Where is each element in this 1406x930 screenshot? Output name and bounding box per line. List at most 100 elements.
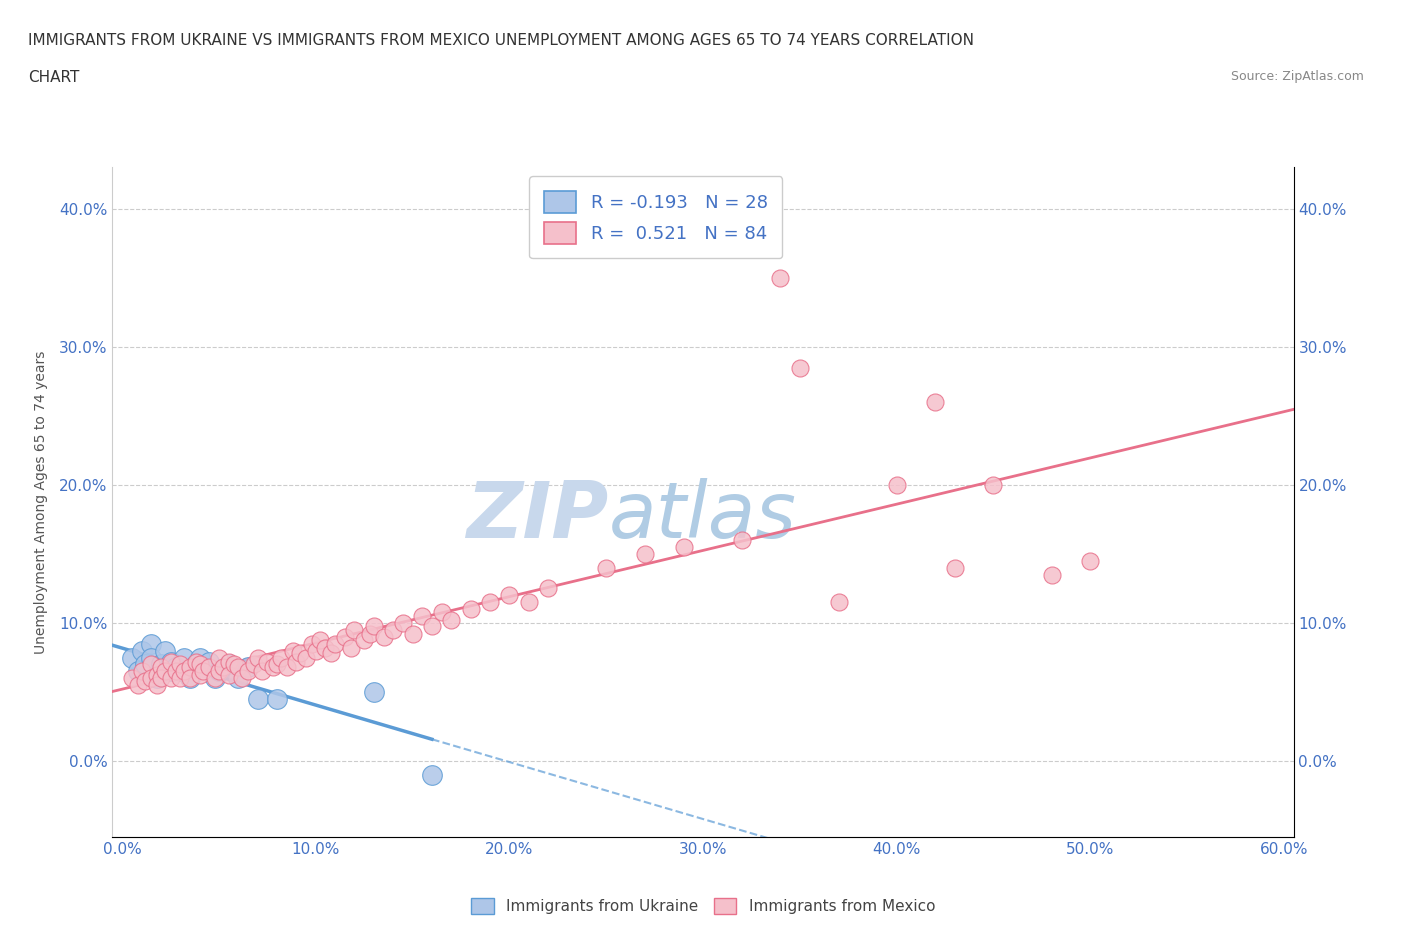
Point	[943, 561, 966, 576]
Text: ZIP: ZIP	[467, 478, 609, 553]
Point	[173, 650, 195, 665]
Point	[179, 671, 201, 685]
Point	[224, 657, 246, 671]
Point	[301, 636, 323, 651]
Point	[295, 650, 318, 665]
Point	[924, 394, 946, 409]
Point	[276, 659, 298, 674]
Point	[188, 650, 211, 665]
Point	[169, 664, 191, 679]
Point	[134, 657, 156, 671]
Point	[595, 561, 617, 576]
Point	[537, 581, 560, 596]
Point	[420, 767, 443, 782]
Point	[146, 678, 169, 693]
Point	[231, 671, 253, 685]
Text: Source: ZipAtlas.com: Source: ZipAtlas.com	[1230, 70, 1364, 83]
Point	[363, 618, 385, 633]
Point	[173, 664, 195, 679]
Point	[218, 654, 240, 669]
Point	[159, 664, 181, 679]
Point	[305, 644, 328, 658]
Point	[314, 641, 336, 656]
Legend: Immigrants from Ukraine, Immigrants from Mexico: Immigrants from Ukraine, Immigrants from…	[465, 892, 941, 921]
Point	[134, 673, 156, 688]
Point	[198, 659, 221, 674]
Point	[149, 671, 172, 685]
Point	[141, 650, 163, 665]
Point	[218, 657, 240, 671]
Point	[208, 664, 231, 679]
Point	[184, 657, 207, 671]
Point	[731, 533, 754, 548]
Point	[243, 657, 266, 671]
Point	[188, 668, 211, 683]
Point	[179, 671, 201, 685]
Point	[204, 671, 226, 685]
Point	[430, 604, 453, 619]
Point	[498, 588, 520, 603]
Point	[179, 659, 201, 674]
Point	[188, 657, 211, 671]
Point	[266, 692, 288, 707]
Point	[321, 646, 343, 661]
Point	[382, 622, 405, 637]
Point	[886, 477, 908, 492]
Legend: R = -0.193   N = 28, R =  0.521   N = 84: R = -0.193 N = 28, R = 0.521 N = 84	[529, 177, 782, 259]
Point	[308, 632, 330, 647]
Point	[343, 622, 366, 637]
Point	[634, 547, 657, 562]
Point	[353, 632, 375, 647]
Point	[149, 659, 172, 674]
Point	[290, 646, 312, 661]
Point	[146, 668, 169, 683]
Point	[827, 595, 849, 610]
Point	[165, 659, 187, 674]
Point	[208, 650, 231, 665]
Point	[420, 618, 443, 633]
Point	[127, 678, 149, 693]
Point	[228, 659, 250, 674]
Point	[270, 650, 292, 665]
Point	[246, 650, 269, 665]
Y-axis label: Unemployment Among Ages 65 to 74 years: Unemployment Among Ages 65 to 74 years	[34, 351, 48, 654]
Point	[121, 671, 143, 685]
Point	[359, 627, 381, 642]
Point	[1040, 567, 1063, 582]
Point	[266, 657, 288, 671]
Point	[339, 641, 361, 656]
Point	[285, 654, 308, 669]
Point	[769, 271, 792, 286]
Point	[323, 636, 346, 651]
Point	[401, 627, 423, 642]
Point	[141, 657, 163, 671]
Point	[131, 664, 153, 679]
Point	[983, 477, 1005, 492]
Point	[131, 644, 153, 658]
Point	[153, 644, 176, 658]
Text: CHART: CHART	[28, 70, 80, 85]
Point	[246, 692, 269, 707]
Point	[169, 671, 191, 685]
Point	[256, 654, 278, 669]
Point	[373, 630, 395, 644]
Point	[236, 664, 259, 679]
Point	[392, 616, 415, 631]
Point	[236, 659, 259, 674]
Point	[165, 664, 187, 679]
Point	[228, 671, 250, 685]
Point	[218, 668, 240, 683]
Point	[159, 654, 181, 669]
Point	[141, 671, 163, 685]
Point	[208, 664, 231, 679]
Point	[159, 671, 181, 685]
Point	[198, 654, 221, 669]
Text: IMMIGRANTS FROM UKRAINE VS IMMIGRANTS FROM MEXICO UNEMPLOYMENT AMONG AGES 65 TO : IMMIGRANTS FROM UKRAINE VS IMMIGRANTS FR…	[28, 33, 974, 47]
Point	[204, 671, 226, 685]
Point	[193, 664, 215, 679]
Point	[1078, 553, 1101, 568]
Point	[333, 630, 356, 644]
Point	[440, 613, 463, 628]
Point	[363, 684, 385, 699]
Point	[672, 539, 695, 554]
